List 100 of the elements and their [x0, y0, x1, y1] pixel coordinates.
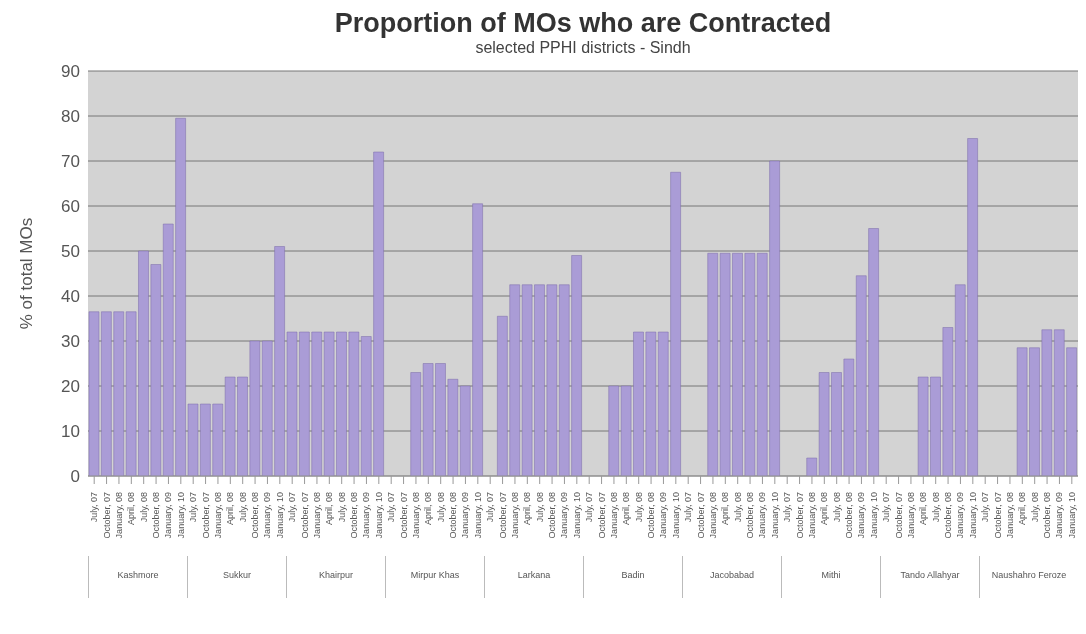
x-tick-label: July, 08: [534, 492, 545, 523]
x-tick-label: July, 08: [1029, 492, 1040, 523]
chart-title: Proportion of MOs who are Contracted: [333, 8, 833, 39]
x-tick-label: April, 08: [918, 492, 929, 526]
text: Jacobabad: [682, 556, 781, 598]
x-tick-label: October, 07: [200, 492, 211, 539]
x-tick-label: July, 08: [435, 492, 446, 523]
x-tick-label: January, 09: [955, 492, 966, 539]
y-tick-label: 40: [61, 287, 80, 307]
x-tick-label: July, 08: [633, 492, 644, 523]
y-tick-label: 60: [61, 197, 80, 217]
text: Sukkur: [187, 556, 286, 598]
text: Khairpur: [286, 556, 385, 598]
x-tick-label: October, 07: [299, 492, 310, 539]
x-tick-label: January, 08: [1004, 492, 1015, 539]
x-tick-label: October, 08: [745, 492, 756, 539]
x-tick-label: October, 08: [646, 492, 657, 539]
x-tick-label: January, 09: [856, 492, 867, 539]
x-tick-label: January, 09: [559, 492, 570, 539]
x-tick-label: January, 10: [472, 492, 483, 539]
x-tick-label: October, 07: [695, 492, 706, 539]
y-axis-title: % of total MOs: [17, 217, 37, 330]
x-tick-label: July, 07: [188, 492, 199, 523]
x-tick-label: January, 10: [373, 492, 384, 539]
x-tick-label: January, 09: [262, 492, 273, 539]
chart-subtitle: selected PPHI districts - Sindh: [474, 39, 692, 57]
text: Larkana: [484, 556, 583, 598]
x-tick-label: October, 07: [398, 492, 409, 539]
y-tick-label: 30: [61, 332, 80, 352]
x-tick-label: July, 07: [980, 492, 991, 523]
x-tick-label: July, 07: [881, 492, 892, 523]
x-tick-label: October, 08: [547, 492, 558, 539]
x-tick-label: October, 08: [844, 492, 855, 539]
x-tick-label: January, 09: [163, 492, 174, 539]
x-tick-label: January, 09: [757, 492, 768, 539]
x-tick-label: October, 08: [943, 492, 954, 539]
text: Kashmore: [88, 556, 187, 598]
text: Mirpur Khas: [385, 556, 484, 598]
x-tick-label: January, 08: [410, 492, 421, 539]
x-tick-label: October, 08: [448, 492, 459, 539]
x-tick-label: October, 07: [992, 492, 1003, 539]
x-tick-label: January, 10: [967, 492, 978, 539]
x-tick-label: January, 08: [608, 492, 619, 539]
x-tick-label: July, 08: [336, 492, 347, 523]
y-tick-label: 50: [61, 242, 80, 262]
y-tick-label: 80: [61, 107, 80, 127]
x-tick-label: January, 10: [274, 492, 285, 539]
x-tick-label: January, 09: [460, 492, 471, 539]
x-tick-label: April, 08: [720, 492, 731, 526]
x-tick-label: January, 10: [175, 492, 186, 539]
x-tick-label: January, 10: [571, 492, 582, 539]
x-tick-label: October, 07: [497, 492, 508, 539]
x-tick-label: July, 08: [138, 492, 149, 523]
x-tick-label: July, 07: [89, 492, 100, 523]
x-tick-label: July, 07: [782, 492, 793, 523]
x-tick-label: October, 08: [1042, 492, 1053, 539]
text: Mithi: [781, 556, 880, 598]
x-tick-label: October, 08: [151, 492, 162, 539]
x-tick-label: July, 07: [485, 492, 496, 523]
x-tick-label: July, 07: [683, 492, 694, 523]
x-tick-label: January, 10: [1066, 492, 1077, 539]
text: Badin: [583, 556, 682, 598]
x-tick-label: October, 08: [349, 492, 360, 539]
x-tick-label: October, 07: [794, 492, 805, 539]
x-tick-label: July, 08: [237, 492, 248, 523]
x-tick-label: April, 08: [225, 492, 236, 526]
x-tick-label: January, 08: [311, 492, 322, 539]
y-tick-label: 20: [61, 377, 80, 397]
x-tick-label: April, 08: [324, 492, 335, 526]
y-tick-label: 0: [70, 467, 80, 487]
x-tick-label: April, 08: [126, 492, 137, 526]
x-tick-label: October, 07: [596, 492, 607, 539]
x-tick-label: January, 09: [658, 492, 669, 539]
x-tick-label: January, 09: [361, 492, 372, 539]
y-tick-label: 90: [61, 62, 80, 82]
x-tick-label: January, 08: [806, 492, 817, 539]
x-tick-label: October, 07: [101, 492, 112, 539]
x-tick-label: January, 08: [509, 492, 520, 539]
x-tick-label: January, 10: [769, 492, 780, 539]
x-tick-label: July, 08: [732, 492, 743, 523]
x-tick-label: October, 07: [893, 492, 904, 539]
x-tick-label: April, 08: [819, 492, 830, 526]
x-tick-label: July, 08: [930, 492, 941, 523]
x-tick-label: April, 08: [1017, 492, 1028, 526]
x-tick-label: July, 07: [584, 492, 595, 523]
text: Tando Allahyar: [880, 556, 979, 598]
x-tick-label: January, 08: [212, 492, 223, 539]
text: Naushahro Feroze: [979, 556, 1078, 598]
x-tick-label: April, 08: [522, 492, 533, 526]
x-tick-label: January, 08: [707, 492, 718, 539]
x-tick-label: April, 08: [423, 492, 434, 526]
x-tick-label: January, 10: [868, 492, 879, 539]
x-tick-label: January, 10: [670, 492, 681, 539]
x-tick-label: October, 08: [250, 492, 261, 539]
x-tick-label: July, 07: [287, 492, 298, 523]
y-tick-label: 10: [61, 422, 80, 442]
x-tick-label: January, 08: [905, 492, 916, 539]
x-tick-label: April, 08: [621, 492, 632, 526]
x-tick-label: January, 08: [113, 492, 124, 539]
x-tick-label: July, 07: [386, 492, 397, 523]
